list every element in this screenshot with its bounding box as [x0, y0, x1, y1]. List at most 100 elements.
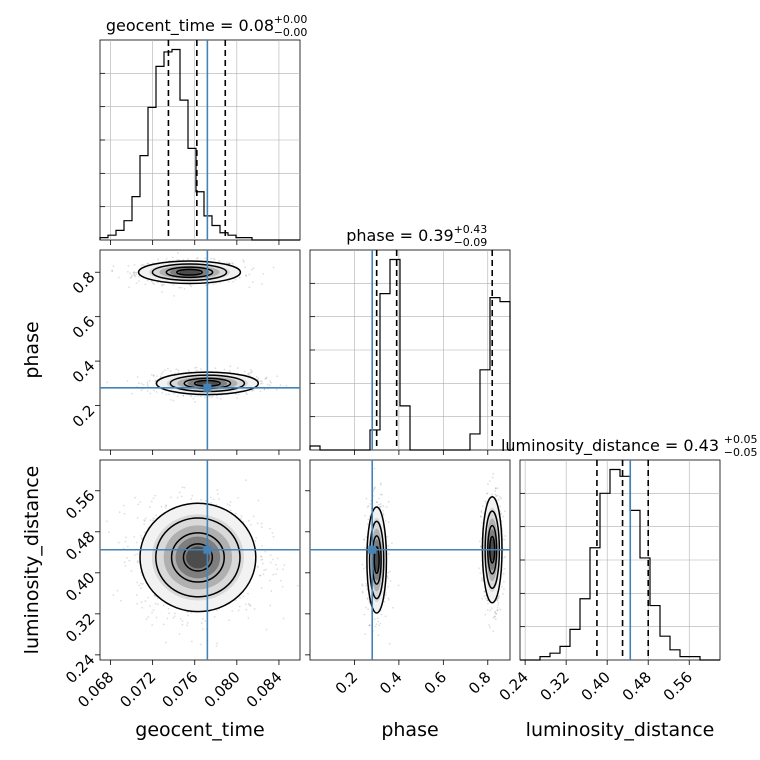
- sample-point: [152, 519, 154, 522]
- sample-point: [492, 630, 495, 633]
- sample-point: [131, 392, 133, 395]
- sample-point: [269, 554, 272, 557]
- sample-point: [265, 376, 268, 379]
- sample-point: [144, 283, 147, 286]
- sample-point: [135, 593, 138, 596]
- sample-point: [240, 515, 243, 517]
- sample-point: [165, 505, 168, 507]
- x-tick-label: 0.072: [116, 668, 159, 711]
- sample-point: [247, 519, 250, 522]
- sample-point: [243, 370, 246, 373]
- sample-point: [161, 371, 164, 373]
- sample-point: [367, 505, 370, 507]
- histogram: [99, 48, 300, 241]
- sample-point: [248, 604, 251, 606]
- sample-point: [276, 375, 279, 378]
- sample-point: [364, 633, 367, 636]
- sample-point: [173, 294, 176, 297]
- sample-point: [171, 256, 174, 259]
- sample-point: [480, 510, 483, 512]
- sample-point: [486, 609, 489, 611]
- sample-point: [165, 258, 168, 260]
- sample-point: [170, 496, 172, 499]
- sample-point: [483, 591, 486, 593]
- title-superscript: +0.00: [274, 13, 308, 26]
- sample-point: [272, 535, 275, 538]
- sample-point: [252, 267, 255, 270]
- sample-point: [496, 609, 499, 612]
- sample-point: [382, 514, 385, 517]
- sample-point: [234, 512, 237, 515]
- sample-point: [178, 286, 181, 289]
- sample-point: [262, 272, 265, 275]
- sample-point: [263, 569, 265, 572]
- sample-point: [387, 552, 390, 555]
- sample-point: [111, 269, 113, 272]
- sample-point: [494, 618, 497, 621]
- sample-point: [486, 599, 489, 602]
- title-subscript: −0.09: [454, 236, 488, 249]
- y-axis-label: luminosity_distance: [21, 466, 43, 655]
- sample-point: [140, 264, 143, 267]
- sample-point: [164, 506, 167, 509]
- sample-point: [232, 280, 235, 283]
- sample-point: [126, 557, 128, 559]
- sample-point: [496, 609, 499, 612]
- sample-point: [139, 501, 142, 503]
- sample-point: [382, 505, 385, 507]
- sample-point: [252, 515, 255, 518]
- title-subscript: −0.00: [274, 26, 308, 39]
- sample-point: [493, 611, 496, 614]
- sample-point: [136, 561, 139, 564]
- sample-point: [503, 538, 506, 541]
- sample-point: [133, 536, 136, 538]
- sample-point: [378, 624, 381, 627]
- sample-point: [382, 512, 385, 515]
- sample-point: [137, 503, 140, 506]
- x-tick-label: 0.32: [537, 668, 573, 704]
- sample-point: [279, 579, 282, 582]
- sample-point: [259, 382, 262, 385]
- sample-point: [245, 479, 247, 482]
- panel-title-phase: phase = 0.39 +0.43−0.09: [346, 223, 487, 249]
- sample-point: [146, 381, 149, 384]
- sample-point: [143, 519, 146, 521]
- sample-point: [168, 612, 171, 615]
- sample-point: [149, 392, 152, 395]
- sample-point: [169, 370, 172, 372]
- density-contour: [182, 543, 214, 572]
- density-contour: [373, 545, 380, 575]
- sample-point: [368, 624, 371, 627]
- sample-point: [379, 483, 382, 486]
- sample-point: [480, 579, 483, 582]
- sample-point: [282, 568, 284, 571]
- sample-point: [123, 512, 126, 515]
- sample-point: [249, 524, 252, 526]
- sample-point: [488, 480, 491, 483]
- sample-point: [135, 282, 138, 284]
- sample-point: [210, 501, 213, 504]
- sample-point: [480, 545, 483, 548]
- sample-point: [250, 370, 253, 373]
- sample-point: [199, 643, 202, 646]
- sample-point: [488, 624, 490, 626]
- sample-point: [200, 622, 203, 625]
- sample-point: [264, 377, 267, 380]
- sample-point: [227, 262, 230, 265]
- sample-point: [272, 266, 275, 269]
- sample-point: [194, 400, 197, 403]
- sample-point: [152, 374, 155, 377]
- x-tick-label: 0.24: [496, 668, 532, 704]
- sample-point: [494, 490, 497, 492]
- density-contour: [175, 268, 203, 276]
- sample-point: [136, 376, 139, 378]
- sample-point: [366, 523, 369, 526]
- sample-point: [248, 373, 250, 376]
- sample-point: [265, 628, 268, 631]
- sample-point: [160, 373, 163, 375]
- sample-point: [133, 271, 135, 273]
- sample-point: [178, 491, 181, 494]
- sample-point: [172, 617, 175, 619]
- sample-point: [389, 579, 392, 582]
- sample-point: [195, 369, 198, 372]
